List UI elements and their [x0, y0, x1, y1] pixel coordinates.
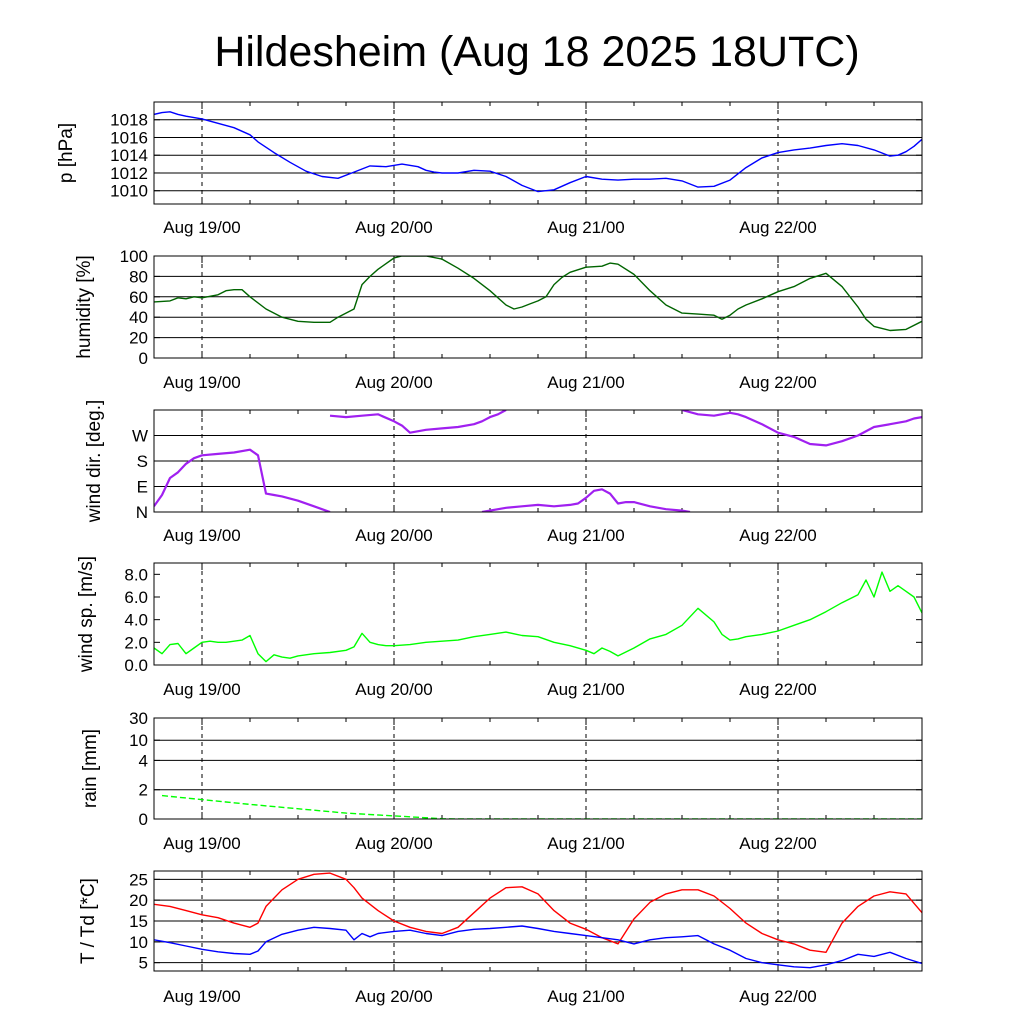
- chart-title: Hildesheim (Aug 18 2025 18UTC): [214, 28, 859, 76]
- y-axis-label: humidity [%]: [74, 255, 95, 358]
- y-tick-label: 25: [129, 870, 148, 889]
- y-tick-label: 20: [129, 891, 148, 910]
- x-tick-label: Aug 22/00: [739, 218, 817, 237]
- y-tick-label: 5: [139, 954, 148, 973]
- y-tick-label: 2.0: [124, 633, 148, 652]
- y-tick-label: 6.0: [124, 588, 148, 607]
- series-line-dewpoint: [154, 925, 922, 969]
- y-axis-label: rain [mm]: [80, 729, 101, 808]
- x-tick-label: Aug 21/00: [547, 526, 625, 545]
- panel-4: 0.0 2.0 4.0 6.0 8.0 wind sp. [m/s] Aug 19/00 Au…: [76, 556, 923, 699]
- y-tick-label: 1014: [110, 146, 148, 165]
- series-line-pressure: [154, 111, 922, 193]
- x-tick-label: Aug 22/00: [739, 987, 817, 1006]
- y-tick-label: 40: [129, 308, 148, 327]
- y-tick-label: E: [137, 478, 148, 497]
- y-tick-label: 1012: [110, 164, 148, 183]
- y-tick-label: 10: [129, 731, 148, 750]
- x-tick-label: Aug 19/00: [163, 987, 241, 1006]
- x-tick-label: Aug 20/00: [355, 218, 433, 237]
- x-tick-label: Aug 21/00: [547, 834, 625, 853]
- panel-6: 5 10 15 20 25 T / Td [*C] Aug 19/00 Aug 20/00 Au…: [78, 870, 923, 1006]
- panel-5: 0 2 410 30 rain [mm] Aug 19/00 Aug 20/00 Aug 21…: [80, 709, 923, 853]
- x-tick-label: Aug 20/00: [355, 680, 433, 699]
- y-tick-label: 80: [129, 267, 148, 286]
- y-tick-label: 8.0: [124, 565, 148, 584]
- plot-frame: [153, 717, 923, 820]
- x-tick-label: Aug 22/00: [739, 373, 817, 392]
- y-tick-label: 60: [129, 288, 148, 307]
- series-line-wind_speed: [154, 571, 922, 663]
- y-tick-label: 100: [120, 247, 148, 266]
- x-tick-label: Aug 22/00: [739, 680, 817, 699]
- plot-frame: [153, 409, 923, 513]
- series-line-wind_dir: [481, 488, 691, 512]
- x-tick-label: Aug 22/00: [739, 526, 817, 545]
- y-tick-label: 15: [129, 912, 148, 931]
- y-tick-label: 1016: [110, 128, 148, 147]
- y-tick-label: 0: [139, 810, 148, 829]
- x-tick-label: Aug 20/00: [355, 834, 433, 853]
- y-tick-label: 0: [139, 349, 148, 368]
- y-tick-label: 10: [129, 933, 148, 952]
- x-tick-label: Aug 19/00: [163, 218, 241, 237]
- y-tick-label: 1010: [110, 182, 148, 201]
- plot-frame: [153, 562, 923, 666]
- y-axis-label: p [hPa]: [56, 123, 77, 183]
- x-tick-label: Aug 19/00: [163, 373, 241, 392]
- y-axis-label: wind sp. [m/s]: [76, 556, 97, 673]
- y-axis-label: wind dir. [deg.]: [84, 400, 105, 524]
- x-tick-label: Aug 21/00: [547, 680, 625, 699]
- x-tick-label: Aug 19/00: [163, 834, 241, 853]
- x-tick-label: Aug 21/00: [547, 218, 625, 237]
- plot-frame: [153, 870, 923, 972]
- y-tick-label: 20: [129, 329, 148, 348]
- x-tick-label: Aug 21/00: [547, 373, 625, 392]
- x-tick-label: Aug 20/00: [355, 373, 433, 392]
- series-line-temperature: [154, 872, 922, 953]
- y-tick-label: 0.0: [124, 656, 148, 675]
- x-tick-label: Aug 21/00: [547, 987, 625, 1006]
- x-tick-label: Aug 20/00: [355, 526, 433, 545]
- series-line-rain: [161, 794, 922, 819]
- series-line-humidity: [154, 256, 922, 332]
- series-line-wind_dir: [681, 410, 922, 447]
- x-tick-label: Aug 19/00: [163, 680, 241, 699]
- plot-frame: [153, 101, 923, 205]
- x-tick-label: Aug 19/00: [163, 526, 241, 545]
- y-tick-label: W: [132, 427, 148, 446]
- y-tick-label: S: [137, 452, 148, 471]
- x-tick-label: Aug 20/00: [355, 987, 433, 1006]
- series-line-wind_dir: [329, 410, 507, 434]
- y-tick-label: 1018: [110, 111, 148, 130]
- y-axis-label: T / Td [*C]: [78, 878, 99, 964]
- y-tick-label: 30: [129, 709, 148, 728]
- y-tick-label: 4.0: [124, 611, 148, 630]
- x-tick-label: Aug 22/00: [739, 834, 817, 853]
- y-tick-label: 2: [139, 781, 148, 800]
- series-line-wind_dir: [154, 448, 331, 512]
- y-tick-label: N: [136, 503, 148, 522]
- y-tick-label: 4: [139, 751, 148, 770]
- plot-frame: [153, 255, 923, 359]
